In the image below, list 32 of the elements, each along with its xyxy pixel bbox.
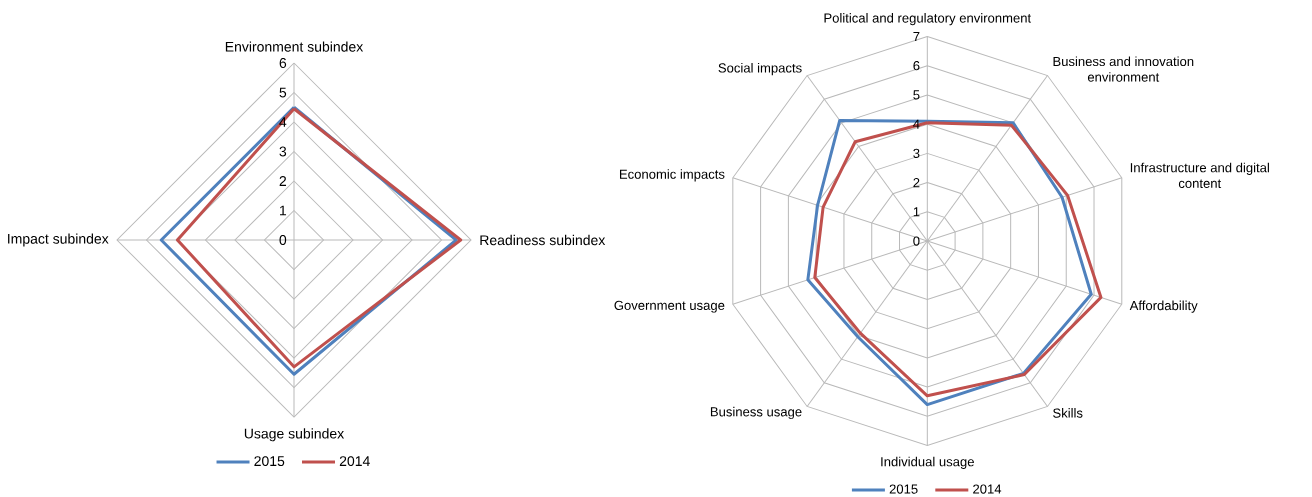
spoke-label: Business usage [710, 406, 802, 420]
spoke-label: Government usage [614, 300, 725, 313]
y-tick-label: 2 [913, 178, 920, 188]
legend-label: 2014 [973, 484, 1002, 494]
spoke-label: Environment subindex [225, 41, 364, 52]
spoke-label: Business and innovation environment [1053, 56, 1194, 82]
spoke-label: Economic impacts [619, 169, 725, 182]
y-tick-label: 4 [913, 119, 920, 129]
spoke-label: Impact subindex [8, 233, 109, 247]
y-tick-label: 0 [279, 235, 287, 245]
spoke-label: Readiness subindex [480, 234, 606, 246]
spoke-label: Skills [1053, 408, 1083, 418]
y-tick-label: 6 [279, 58, 287, 68]
spoke-label: Affordability [1129, 300, 1198, 313]
y-tick-label: 1 [913, 207, 920, 217]
y-tick-label: 2 [279, 176, 287, 186]
y-tick-label: 5 [279, 87, 287, 98]
spoke-label: Political and regulatory environment [824, 13, 1032, 26]
spoke-label: Social impacts [718, 62, 802, 76]
y-tick-label: 6 [913, 61, 920, 71]
spoke-label: Infrastructure and digital content [1130, 162, 1269, 188]
legend-label: 2015 [889, 484, 918, 494]
y-tick-label: 3 [913, 148, 920, 158]
y-tick-label: 0 [913, 236, 920, 246]
legend-label: 2014 [339, 456, 370, 467]
y-tick-label: 3 [279, 146, 287, 157]
y-tick-label: 1 [280, 205, 287, 216]
y-tick-label: 5 [913, 90, 920, 100]
legend-label: 2015 [254, 456, 285, 467]
y-tick-label: 7 [913, 32, 920, 41]
spoke-label: Usage subindex [244, 428, 345, 442]
spoke-label: Individual usage [881, 456, 974, 469]
